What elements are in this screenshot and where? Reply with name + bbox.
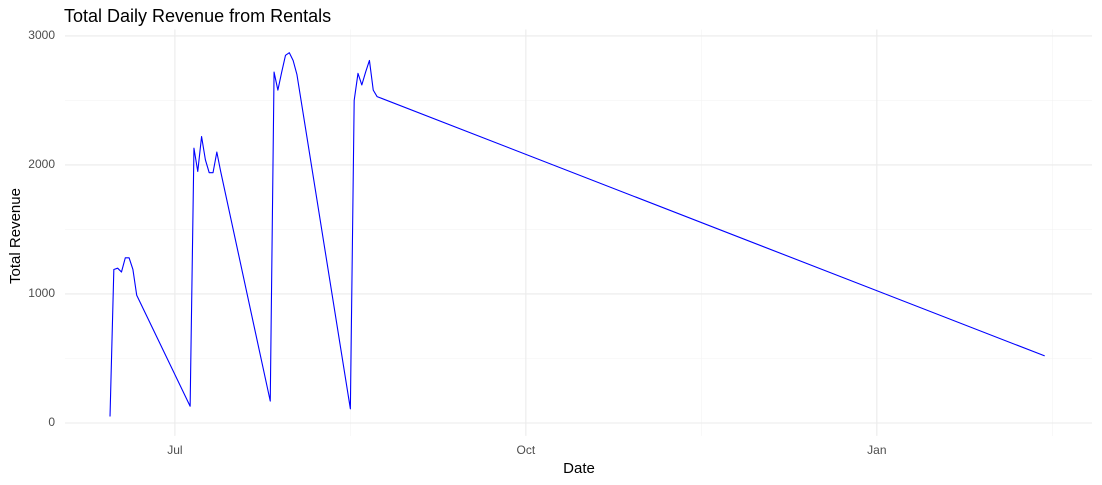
- y-tick-label: 2000: [28, 157, 55, 171]
- x-tick-label: Jul: [167, 443, 182, 457]
- line-series: [109, 52, 1045, 417]
- x-tick-label: Oct: [517, 443, 536, 457]
- y-tick-label: 3000: [28, 28, 55, 42]
- x-axis-title: Date: [563, 460, 595, 477]
- x-tick-label: Jan: [867, 443, 886, 457]
- y-tick-label: 0: [48, 415, 55, 429]
- y-axis-title: Total Revenue: [7, 188, 24, 284]
- chart-title: Total Daily Revenue from Rentals: [64, 6, 331, 26]
- y-tick-label: 1000: [28, 286, 55, 300]
